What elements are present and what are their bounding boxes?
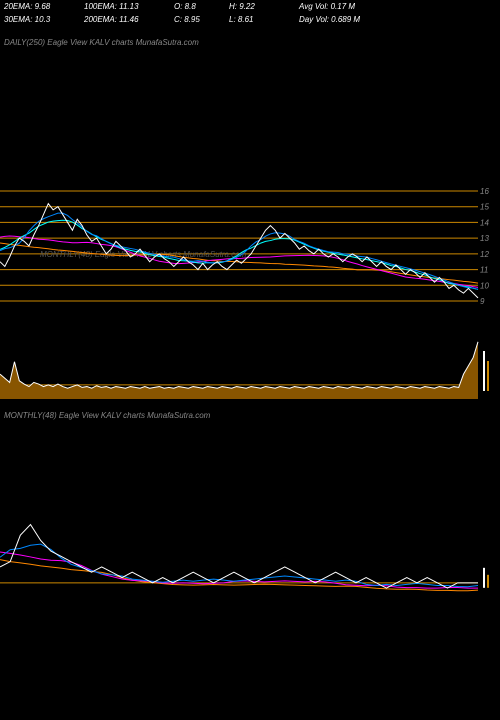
svg-text:14: 14	[480, 218, 489, 227]
open-label: O: 8.8	[174, 2, 229, 11]
svg-text:11: 11	[480, 266, 488, 275]
ema100-label: 100EMA: 11.13	[84, 2, 174, 11]
svg-text:9: 9	[480, 297, 485, 306]
volume-chart	[0, 341, 500, 399]
daily-chart: 910111213141516MONTHLY(48) Eagle View KA…	[0, 51, 500, 331]
monthly-chart-svg	[0, 514, 500, 604]
svg-text:12: 12	[480, 250, 489, 259]
ema30-label: 30EMA: 10.3	[4, 15, 84, 24]
svg-text:13: 13	[480, 234, 489, 243]
dayvol-label: Day Vol: 0.689 M	[299, 15, 399, 24]
close-label: C: 8.95	[174, 15, 229, 24]
header-row-1: 20EMA: 9.68 100EMA: 11.13 O: 8.8 H: 9.22…	[0, 0, 500, 13]
avgvol-label: Avg Vol: 0.17 M	[299, 2, 399, 11]
ema200-label: 200EMA: 11.46	[84, 15, 174, 24]
daily-chart-title: DAILY(250) Eagle View KALV charts Munafa…	[0, 26, 500, 51]
monthly-chart	[0, 514, 500, 604]
high-label: H: 9.22	[229, 2, 299, 11]
low-label: L: 8.61	[229, 15, 299, 24]
svg-text:16: 16	[480, 187, 489, 196]
volume-chart-svg	[0, 341, 500, 399]
svg-text:10: 10	[480, 281, 489, 290]
ema20-label: 20EMA: 9.68	[4, 2, 84, 11]
svg-text:15: 15	[480, 203, 489, 212]
header-row-2: 30EMA: 10.3 200EMA: 11.46 C: 8.95 L: 8.6…	[0, 13, 500, 26]
monthly-chart-title: MONTHLY(48) Eagle View KALV charts Munaf…	[0, 399, 500, 424]
daily-chart-svg: 910111213141516MONTHLY(48) Eagle View KA…	[0, 51, 500, 331]
